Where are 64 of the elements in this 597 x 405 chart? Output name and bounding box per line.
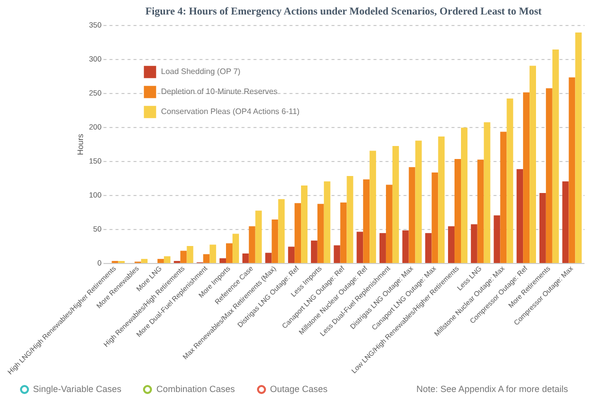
bar [180, 250, 187, 263]
legend-label: Load Shedding (OP 7) [161, 67, 241, 76]
bar [454, 158, 461, 263]
bar [386, 184, 392, 263]
bar [575, 32, 582, 263]
bar [356, 232, 364, 263]
text: Combination Cases [155, 384, 235, 394]
bar [425, 233, 432, 263]
bar [484, 122, 490, 263]
bar [346, 176, 354, 263]
text: Outage Cases [268, 384, 328, 394]
bar [210, 244, 216, 263]
bar [363, 179, 370, 263]
bar [415, 140, 422, 263]
bar [408, 167, 416, 263]
legend-label: Depletion of 10-Minute Reserves [161, 87, 278, 96]
bar [516, 169, 524, 263]
bar [232, 234, 239, 263]
bar [272, 219, 278, 263]
bar [317, 204, 324, 263]
bar [164, 256, 170, 263]
bar [324, 181, 330, 263]
bar [141, 258, 148, 263]
bar [288, 246, 295, 263]
bar [448, 226, 455, 263]
bar [523, 92, 530, 263]
bar [220, 258, 226, 263]
bar [500, 132, 507, 263]
bar [340, 202, 347, 263]
bar [530, 66, 536, 263]
bar [301, 185, 308, 263]
bar [186, 246, 194, 263]
y-axis-title: Hours [76, 134, 85, 156]
bar [494, 215, 500, 263]
bar [506, 98, 514, 263]
bar [470, 224, 478, 263]
bar [242, 253, 249, 263]
bar [432, 172, 438, 263]
bar [477, 160, 484, 263]
bar [370, 150, 376, 263]
bar [203, 254, 210, 263]
bar [226, 243, 232, 263]
bar [310, 240, 318, 263]
bar [265, 252, 272, 263]
bar [552, 49, 559, 263]
bar [255, 210, 262, 263]
bar [248, 226, 256, 263]
bar [294, 203, 302, 263]
bar [278, 199, 285, 263]
text: Note: See Appendix A for more details [416, 384, 568, 394]
bar [379, 233, 386, 263]
bar [402, 230, 409, 263]
bar [460, 128, 468, 263]
bar [539, 192, 546, 263]
text: Single-Variable Cases [32, 384, 122, 394]
bar [334, 245, 340, 263]
bar [562, 181, 569, 263]
bar [157, 258, 164, 263]
chart-title: Figure 4: Hours of Emergency Actions under Modeled Scenarios, Ordered Least to Most [145, 6, 542, 18]
legend-label: Conservation Pleas (OP4 Actions 6-11) [161, 107, 300, 116]
bar [546, 88, 552, 263]
bar [568, 77, 576, 263]
bar [438, 136, 445, 263]
bar [392, 146, 399, 263]
